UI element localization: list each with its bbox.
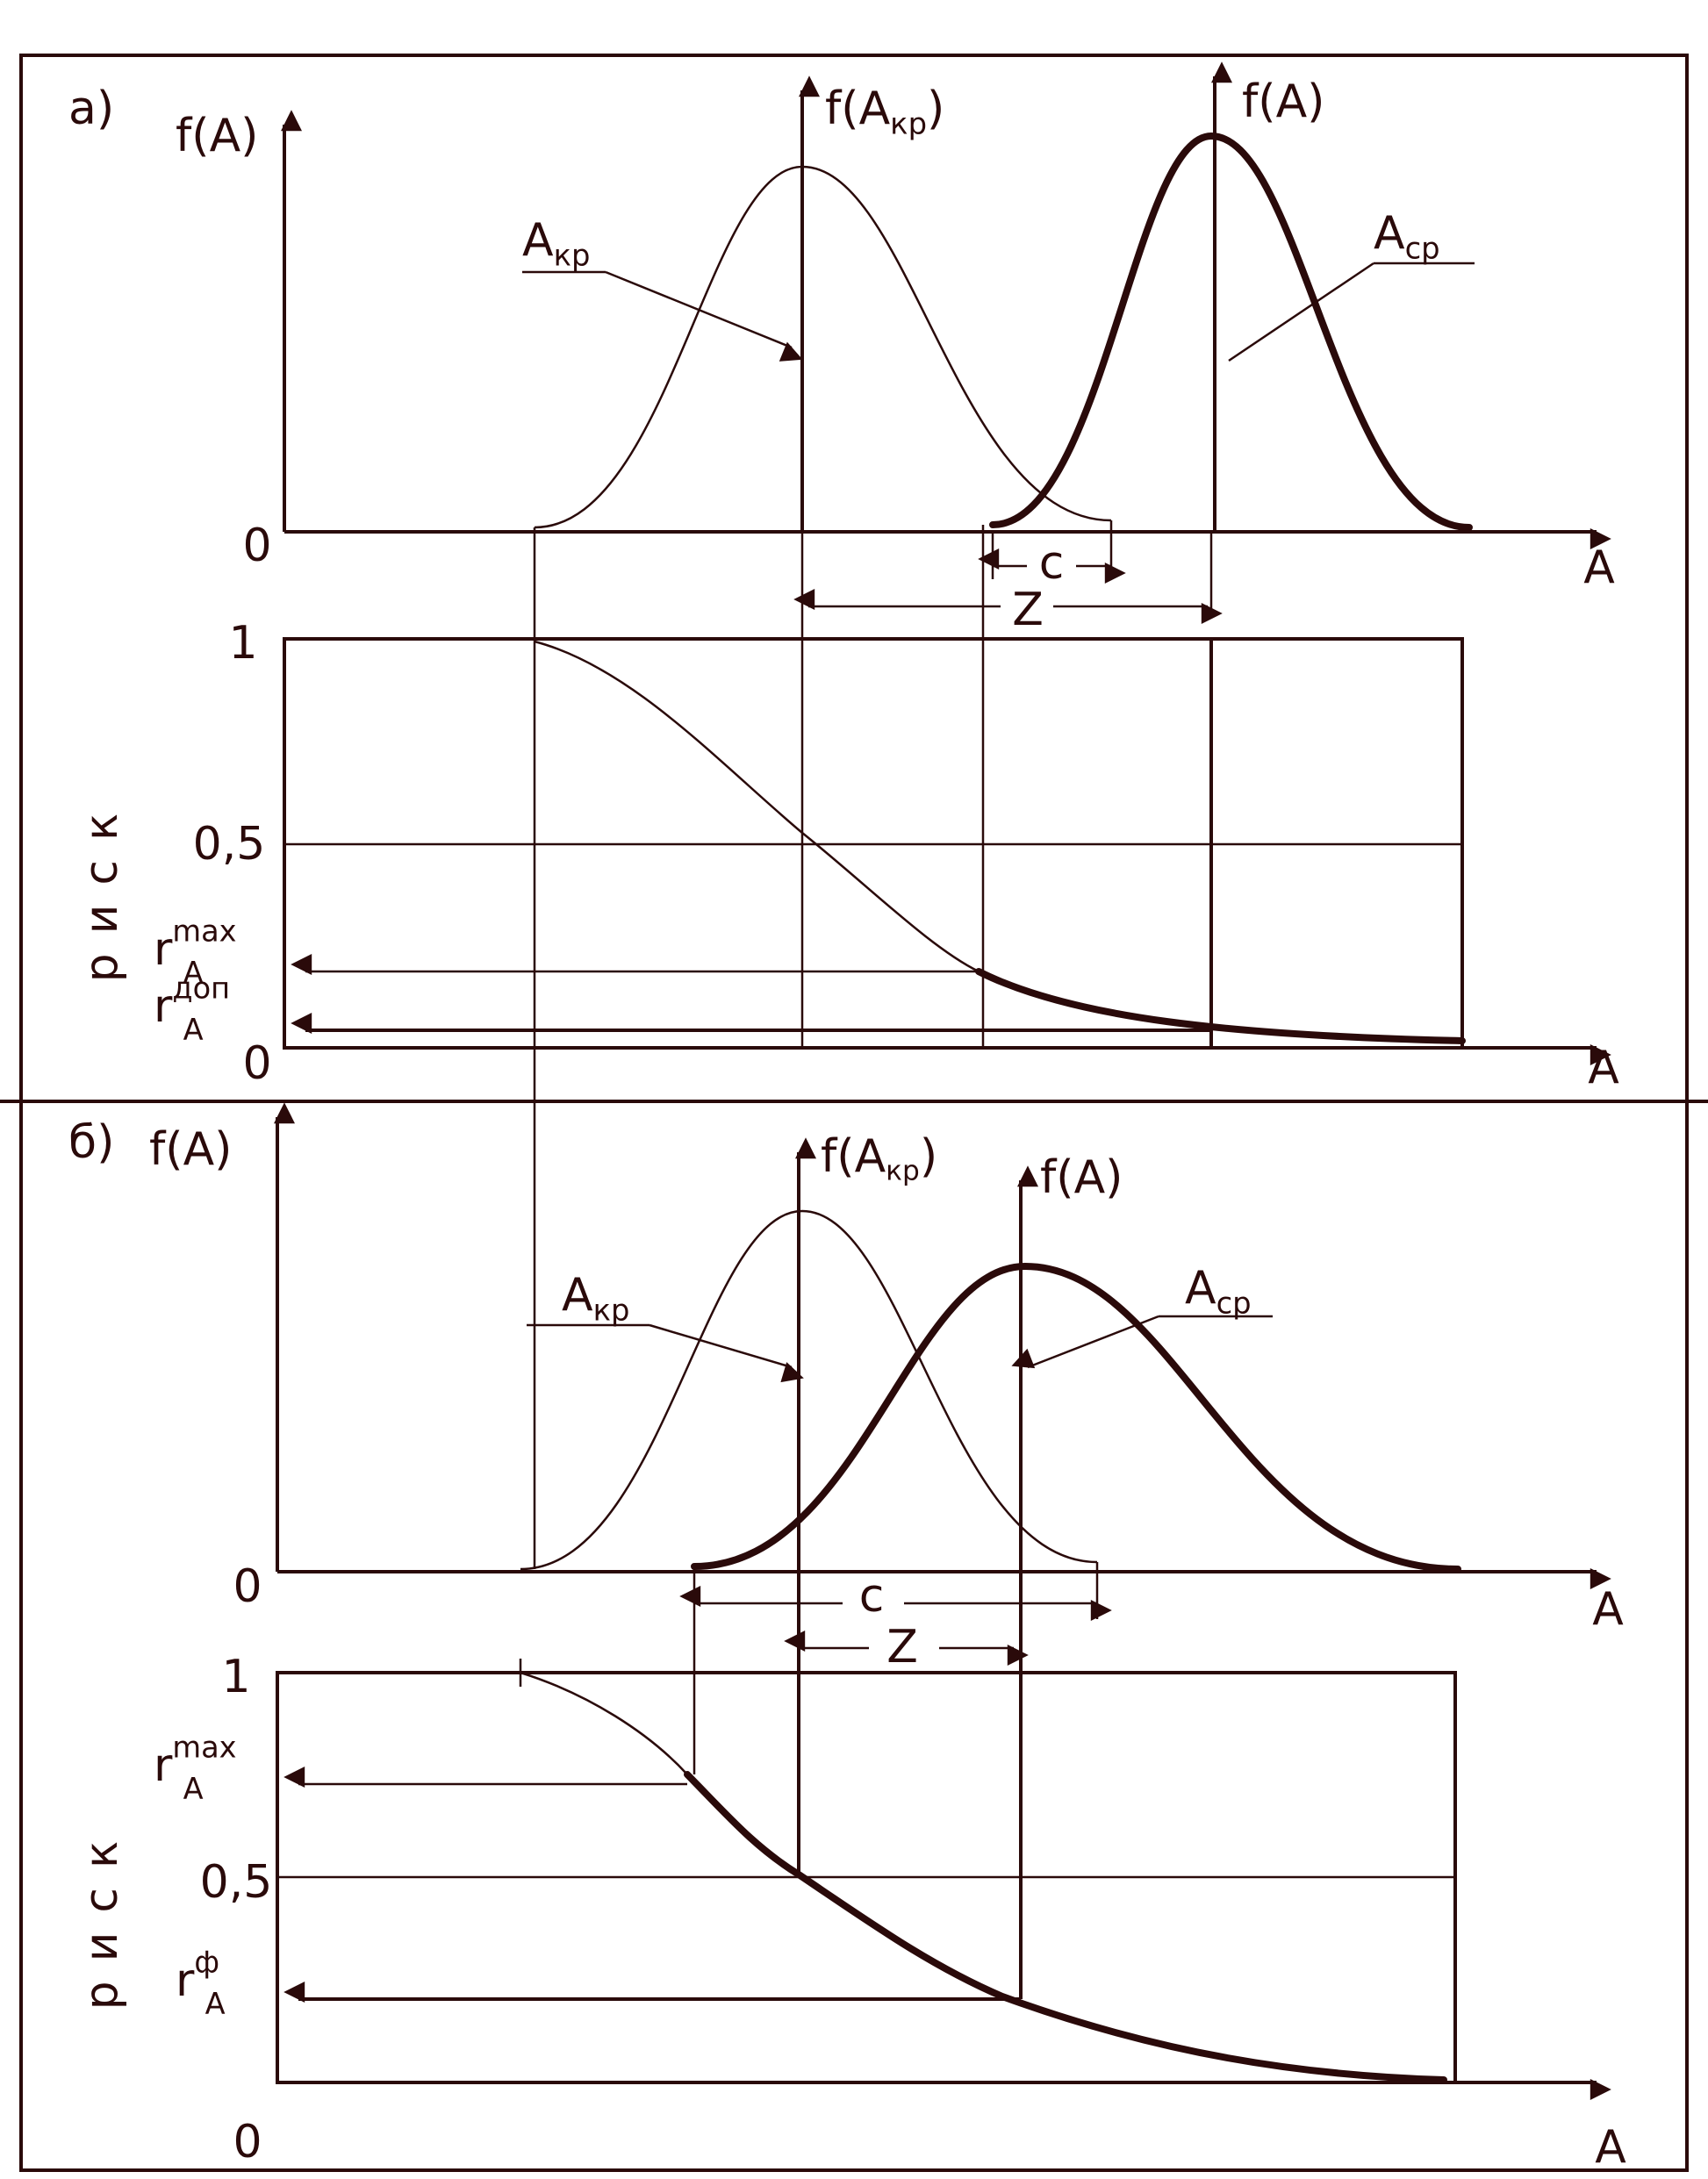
critical-label-sub: кр xyxy=(554,238,591,272)
mean-label: Aср xyxy=(1374,207,1440,265)
leader-arrow xyxy=(1011,1315,1159,1369)
r-lim-label-sub: A xyxy=(183,1013,204,1047)
c-label: c xyxy=(859,1570,885,1623)
critical-axis-label-close: ) xyxy=(927,82,944,135)
r-lim-label-sup: доп xyxy=(172,971,230,1005)
critical-axis-label-sub: кр xyxy=(886,1155,920,1186)
critical-label: Aкр xyxy=(522,214,590,272)
c-label: c xyxy=(1039,537,1065,590)
mean-label-sub: ср xyxy=(1405,231,1440,265)
r-max-label-sup: max xyxy=(172,1730,236,1764)
panel-tag: а) xyxy=(68,82,114,135)
critical-label: Aкр xyxy=(562,1269,629,1327)
z-label: Z xyxy=(886,1621,918,1674)
r-max-label-sub: A xyxy=(183,1772,204,1806)
r-max-label: rmax A xyxy=(154,914,237,990)
critical-label-base: A xyxy=(562,1269,593,1322)
risk-curve xyxy=(534,640,980,973)
risk-curve-bold xyxy=(684,1771,1447,2083)
r-max-label-base: r xyxy=(154,923,173,976)
tick-label: 0 xyxy=(233,2116,262,2168)
risk-axis-label: риск xyxy=(75,1822,128,2011)
mean-label-sub: ср xyxy=(1216,1286,1252,1320)
x-axis-label: A xyxy=(1588,1042,1619,1094)
tick-label: 0 xyxy=(242,1037,271,1090)
r-lim-label-base: r xyxy=(154,980,173,1033)
r-fact-label: rф A xyxy=(176,1945,226,2021)
r-fact-label-sub: A xyxy=(205,1987,226,2021)
mean-label-base: A xyxy=(1185,1262,1216,1315)
leader-arrow xyxy=(649,1323,804,1383)
mean-curve xyxy=(989,132,1473,531)
critical-axis-label: f(Aкр) xyxy=(825,82,944,140)
x-axis-label: A xyxy=(1592,1583,1624,1636)
r-max-label-sub: A xyxy=(183,956,204,990)
mean-label-base: A xyxy=(1374,207,1405,260)
r-fact-label-base: r xyxy=(176,1954,195,2007)
critical-axis-label-close: ) xyxy=(920,1130,937,1183)
r-max-label-sup: max xyxy=(172,914,236,948)
r-fact-label-sup: ф xyxy=(194,1945,219,1979)
actual-axis-label: f(A) xyxy=(1242,75,1324,128)
critical-axis-label-base: f(A xyxy=(821,1130,886,1183)
r-max-label-base: r xyxy=(154,1739,173,1792)
risk-curve-bold xyxy=(975,968,1466,1044)
critical-axis-label: f(Aкр) xyxy=(821,1130,937,1186)
critical-axis-label-sub: кр xyxy=(890,106,927,140)
origin-label: 0 xyxy=(242,520,271,572)
r-lim-label: rдоп A xyxy=(154,971,230,1047)
panel-tag: б) xyxy=(68,1116,114,1169)
origin-label: 0 xyxy=(233,1560,262,1613)
r-max-label: rmax A xyxy=(154,1730,237,1806)
x-axis-label: A xyxy=(1583,541,1615,594)
critical-label-sub: кр xyxy=(593,1293,630,1327)
mean-curve xyxy=(691,1262,1461,1573)
density-axis-label: f(A) xyxy=(149,1123,232,1176)
mean-label: Aср xyxy=(1185,1262,1252,1320)
z-label: Z xyxy=(1012,584,1044,636)
risk-axis-label: риск xyxy=(75,794,128,983)
frame xyxy=(19,54,1689,2172)
critical-label-base: A xyxy=(522,214,554,267)
critical-curve xyxy=(520,1209,1098,1571)
leader-line xyxy=(1228,262,1374,362)
density-axis-label: f(A) xyxy=(176,110,258,162)
tick-label: 1 xyxy=(228,617,257,670)
tick-label: 1 xyxy=(221,1651,250,1703)
critical-axis-label-base: f(A xyxy=(825,82,891,135)
x-axis-label: A xyxy=(1595,2121,1626,2174)
actual-axis-label: f(A) xyxy=(1040,1151,1123,1204)
leader-arrow xyxy=(605,270,803,362)
tick-label: 0,5 xyxy=(200,1856,273,1909)
critical-curve xyxy=(534,165,1112,529)
risk-curve xyxy=(520,1671,688,1775)
tick-label: 0,5 xyxy=(193,818,266,871)
